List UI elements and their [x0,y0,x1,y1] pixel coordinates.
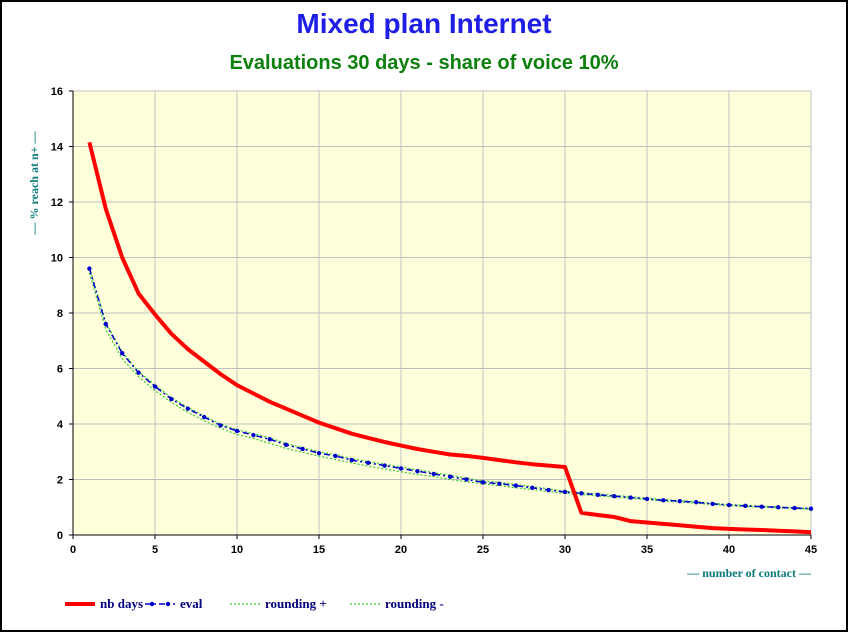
chart-subtitle: Evaluations 30 days - share of voice 10% [229,52,619,74]
series-line-rounding [88,267,812,509]
y-tick-label: 8 [57,308,63,320]
data-point-eval [562,489,568,495]
legend-label: nb days [100,596,143,611]
x-tick-label: 30 [559,544,571,556]
data-point-eval [415,468,420,474]
legend-label: rounding - [385,596,444,611]
data-point-eval [497,481,502,486]
data-point-eval [595,492,600,497]
y-tick-label: 4 [57,419,64,431]
x-tick-label: 40 [723,544,735,556]
data-point-eval [251,432,256,438]
x-axis-title: — number of contact — [686,566,812,580]
x-tick-label: 25 [477,544,489,556]
legend-swatch [350,603,380,605]
data-point-eval [792,505,797,511]
data-point-eval [349,457,354,463]
data-point-eval [136,370,141,375]
data-point-eval [234,428,240,434]
data-point-eval [120,351,125,356]
data-point-eval [464,477,469,482]
data-point-eval [808,506,814,511]
data-point-eval [612,493,617,499]
data-point-eval [300,446,305,452]
x-tick-label: 0 [70,544,76,556]
legend-marker [165,601,171,607]
y-tick-label: 0 [57,530,63,542]
data-point-eval [530,485,535,491]
data-point-eval [202,414,207,420]
y-tick-label: 16 [51,86,63,98]
y-tick-label: 2 [57,475,63,487]
y-tick-label: 12 [51,197,63,209]
y-tick-label: 6 [57,364,63,376]
data-point-eval [513,483,518,488]
data-point-eval [284,442,289,448]
data-point-eval [644,496,650,502]
data-point-eval [448,474,453,479]
data-point-eval [267,437,272,442]
data-point-eval [103,321,109,327]
data-point-eval [480,480,486,485]
x-tick-label: 5 [152,544,158,556]
legend-marker [149,601,155,607]
y-axis-title: — % reach at n+ — [27,131,41,236]
data-point-eval [628,495,633,500]
legend-label: eval [180,596,203,611]
data-point-eval [759,504,764,509]
data-point-eval [677,498,682,504]
legend-swatch [65,602,95,606]
data-point-eval [185,406,190,411]
data-point-eval [87,266,92,271]
data-point-eval [710,501,715,507]
data-point-eval [169,396,174,402]
data-point-eval [694,500,699,505]
x-tick-label: 15 [313,544,325,556]
data-point-eval [661,498,666,503]
x-tick-label: 10 [231,544,243,556]
data-point-eval [546,487,551,493]
series-line-nb-days [87,141,812,535]
series-line-rounding [88,272,812,510]
series-layer [87,141,814,535]
data-point-eval [382,463,387,468]
data-point-eval [431,471,436,477]
data-point-eval [726,502,732,508]
axes: 0 5 10 15 20 25 30 35 40 45 0 2 4 6 8 10 12 14 16 [51,86,817,556]
data-point-eval [579,491,584,496]
data-point-eval [333,453,338,459]
data-point-eval [776,505,781,510]
legend-swatch [230,603,260,605]
data-point-eval [218,423,223,428]
data-point-eval [398,466,404,471]
x-tick-label: 20 [395,544,407,556]
data-point-eval [152,384,158,389]
data-point-eval [316,450,322,456]
legend-label: rounding + [265,596,327,611]
x-tick-label: 45 [805,544,817,556]
chart-title: Mixed plan Internet [296,8,552,39]
y-tick-label: 10 [51,253,63,265]
y-tick-label: 14 [51,142,64,154]
data-point-eval [366,460,371,466]
data-point-eval [743,503,748,509]
legend-swatch [145,601,175,607]
x-tick-label: 35 [641,544,653,556]
